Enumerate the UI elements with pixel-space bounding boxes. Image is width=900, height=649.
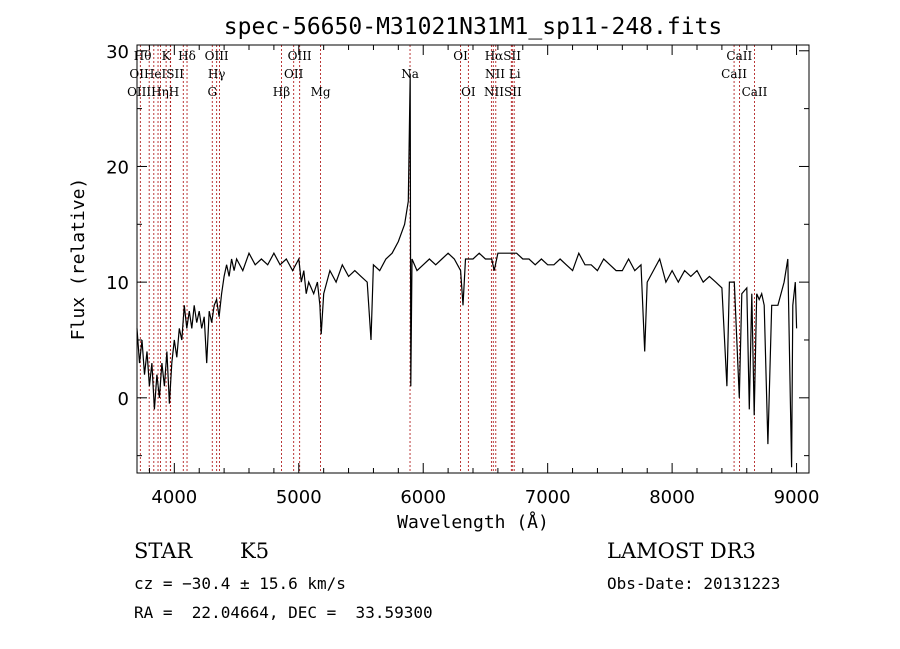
x-tick-label-0: 4000 xyxy=(151,487,197,508)
x-tick-label-4: 8000 xyxy=(649,487,695,508)
y-axis-ticks: 0 10 20 30 xyxy=(106,42,809,457)
line-marker-label-17: Mg xyxy=(311,85,331,99)
y-tick-label-2: 20 xyxy=(106,157,129,178)
line-marker-label-4: OIII xyxy=(288,49,312,63)
line-marker-label-12: NII Li xyxy=(485,67,521,81)
x-axis-ticks: 4000 5000 6000 7000 8000 9000 xyxy=(148,45,820,508)
line-marker-label-7: CaII xyxy=(726,49,752,63)
x-tick-label-2: 6000 xyxy=(400,487,446,508)
line-marker-label-16: Hβ xyxy=(273,85,290,99)
y-tick-label-0: 0 xyxy=(118,389,129,410)
line-marker-label-18: OI xyxy=(461,85,476,99)
chart-title: spec-56650-M31021N31M1_sp11-248.fits xyxy=(224,14,723,40)
line-markers xyxy=(139,45,755,473)
line-marker-label-15: G xyxy=(207,85,217,99)
line-marker-label-13: CaII xyxy=(721,67,747,81)
line-marker-label-2: Hδ xyxy=(178,49,196,63)
line-marker-label-0: Hθ xyxy=(134,49,152,63)
object-class: STAR xyxy=(134,539,193,563)
line-marker-label-10: OII xyxy=(284,67,304,81)
line-marker-label-6: HαSII xyxy=(485,49,522,63)
line-marker-label-8: OIHeISII xyxy=(129,67,184,81)
coordinates-text: RA = 22.04664, DEC = 33.59300 xyxy=(134,603,433,622)
x-tick-label-3: 7000 xyxy=(525,487,571,508)
y-axis-label: Flux (relative) xyxy=(68,178,89,341)
x-tick-label-1: 5000 xyxy=(276,487,322,508)
redshift-text: cz = −30.4 ± 15.6 km/s xyxy=(134,574,346,593)
line-marker-label-19: NIISII xyxy=(484,85,522,99)
line-marker-label-14: OIIIHηH xyxy=(127,85,179,99)
y-tick-label-3: 30 xyxy=(106,42,129,63)
plot-frame xyxy=(136,44,810,474)
line-marker-label-3: OIII xyxy=(205,49,229,63)
line-marker-label-5: OI xyxy=(453,49,468,63)
survey-name: LAMOST DR3 xyxy=(607,539,756,563)
spectrum-line xyxy=(136,73,798,468)
line-marker-label-9: Hγ xyxy=(208,67,226,81)
object-subclass: K5 xyxy=(240,539,270,563)
line-marker-label-1: K xyxy=(162,49,172,63)
x-axis-label: Wavelength (Å) xyxy=(397,511,549,533)
y-tick-label-1: 10 xyxy=(106,273,129,294)
x-tick-label-5: 9000 xyxy=(774,487,820,508)
line-marker-label-20: CaII xyxy=(742,85,768,99)
obs-date-text: Obs-Date: 20131223 xyxy=(607,574,781,593)
